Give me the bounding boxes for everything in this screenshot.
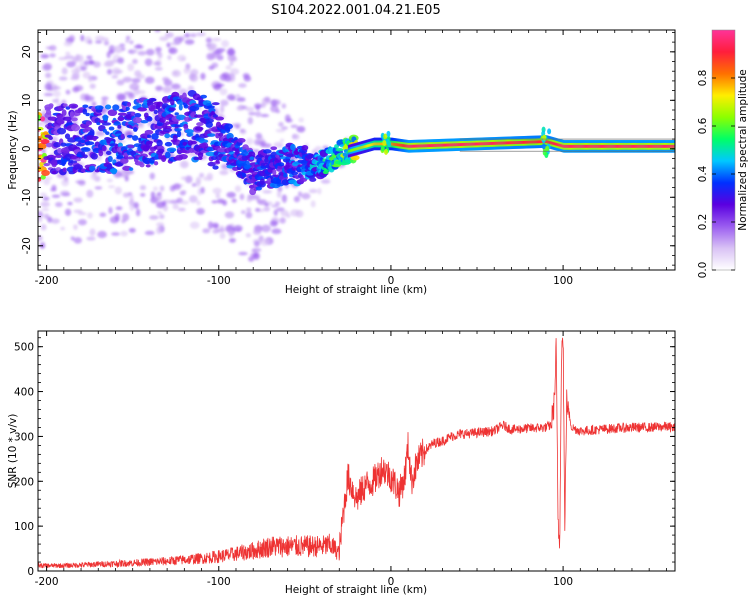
colorbar-tick-label: 0.4 <box>697 165 709 182</box>
spectrogram-spike <box>542 149 547 156</box>
spectrogram-y-tick-label: -10 <box>21 189 33 206</box>
spectrogram-band <box>347 126 675 159</box>
spectrogram-y-axis-label: Frequency (Hz) <box>7 110 19 189</box>
figure-title: S104.2022.001.04.21.E05 <box>271 3 440 18</box>
snr-y-tick-label: 400 <box>14 387 34 399</box>
snr-y-tick-label: 200 <box>14 476 34 488</box>
colorbar-tick-label: 0.8 <box>697 70 709 87</box>
colorbar-gradient <box>712 30 735 270</box>
spectrogram-y-tick-label: 0 <box>21 145 33 152</box>
spectrogram-spike <box>380 145 385 152</box>
spectrogram-x-ticks: -200 -100 0 100 <box>35 30 667 287</box>
colorbar-tick-label: 0.0 <box>697 262 709 279</box>
spectrogram-x-tick-label: 0 <box>388 275 395 287</box>
spectrogram-x-tick-label: -200 <box>35 275 59 287</box>
snr-x-tick-label: -200 <box>35 576 59 588</box>
spectrogram-spike <box>547 128 552 135</box>
spectrogram-heatmap <box>38 30 675 262</box>
snr-y-axis-label: SNR (10 * v/v) <box>7 414 19 489</box>
colorbar: 0.0 0.2 0.4 0.6 0.8 Normalized spectral ampl… <box>697 29 749 279</box>
spectrogram-spike <box>387 141 392 148</box>
snr-y-tick-label: 0 <box>27 566 34 578</box>
spectrogram-y-tick-label: -20 <box>21 237 33 254</box>
snr-y-ticks: 0 100 200 300 400 500 <box>14 337 675 578</box>
spectrogram-y-ticks: -20 -10 0 10 20 <box>21 32 675 266</box>
spectrogram-spike <box>382 140 387 147</box>
spectrogram-x-tick-label: 100 <box>553 275 573 287</box>
colorbar-label: Normalized spectral amplitude <box>737 69 749 230</box>
spectrogram-x-axis-label: Height of straight line (km) <box>285 284 427 296</box>
snr-x-tick-label: -100 <box>207 576 231 588</box>
spectrogram-x-tick-label: -100 <box>207 275 231 287</box>
spectrogram-spike <box>386 130 391 137</box>
snr-x-tick-label: 0 <box>388 576 395 588</box>
colorbar-tick-label: 0.6 <box>697 117 709 134</box>
snr-y-tick-label: 300 <box>14 431 34 443</box>
spectrogram-spike <box>541 143 546 150</box>
snr-x-tick-label: 100 <box>553 576 573 588</box>
spectrogram-spike <box>383 133 388 140</box>
colorbar-ticks: 0.0 0.2 0.4 0.6 0.8 <box>697 70 735 279</box>
snr-series-line <box>38 337 675 569</box>
snr-panel: -200 -100 0 100 0 100 200 300 400 500 Height of … <box>7 330 676 596</box>
snr-line-layer <box>38 337 675 569</box>
colorbar-frame <box>711 29 736 271</box>
spectrogram-y-tick-label: 20 <box>21 45 33 58</box>
snr-y-tick-label: 100 <box>14 521 34 533</box>
spectrogram-y-tick-label: 10 <box>21 94 33 107</box>
snr-x-ticks: -200 -100 0 100 <box>35 331 667 588</box>
spectrogram-spike <box>545 145 550 152</box>
colorbar-tick-label: 0.2 <box>697 214 709 231</box>
spectrogram-spike <box>384 148 389 155</box>
spectrogram-spike <box>542 134 547 141</box>
spectrogram-ridge <box>38 90 360 196</box>
snr-x-axis-label: Height of straight line (km) <box>285 584 427 596</box>
snr-background <box>38 331 675 571</box>
snr-y-tick-label: 500 <box>14 342 34 354</box>
